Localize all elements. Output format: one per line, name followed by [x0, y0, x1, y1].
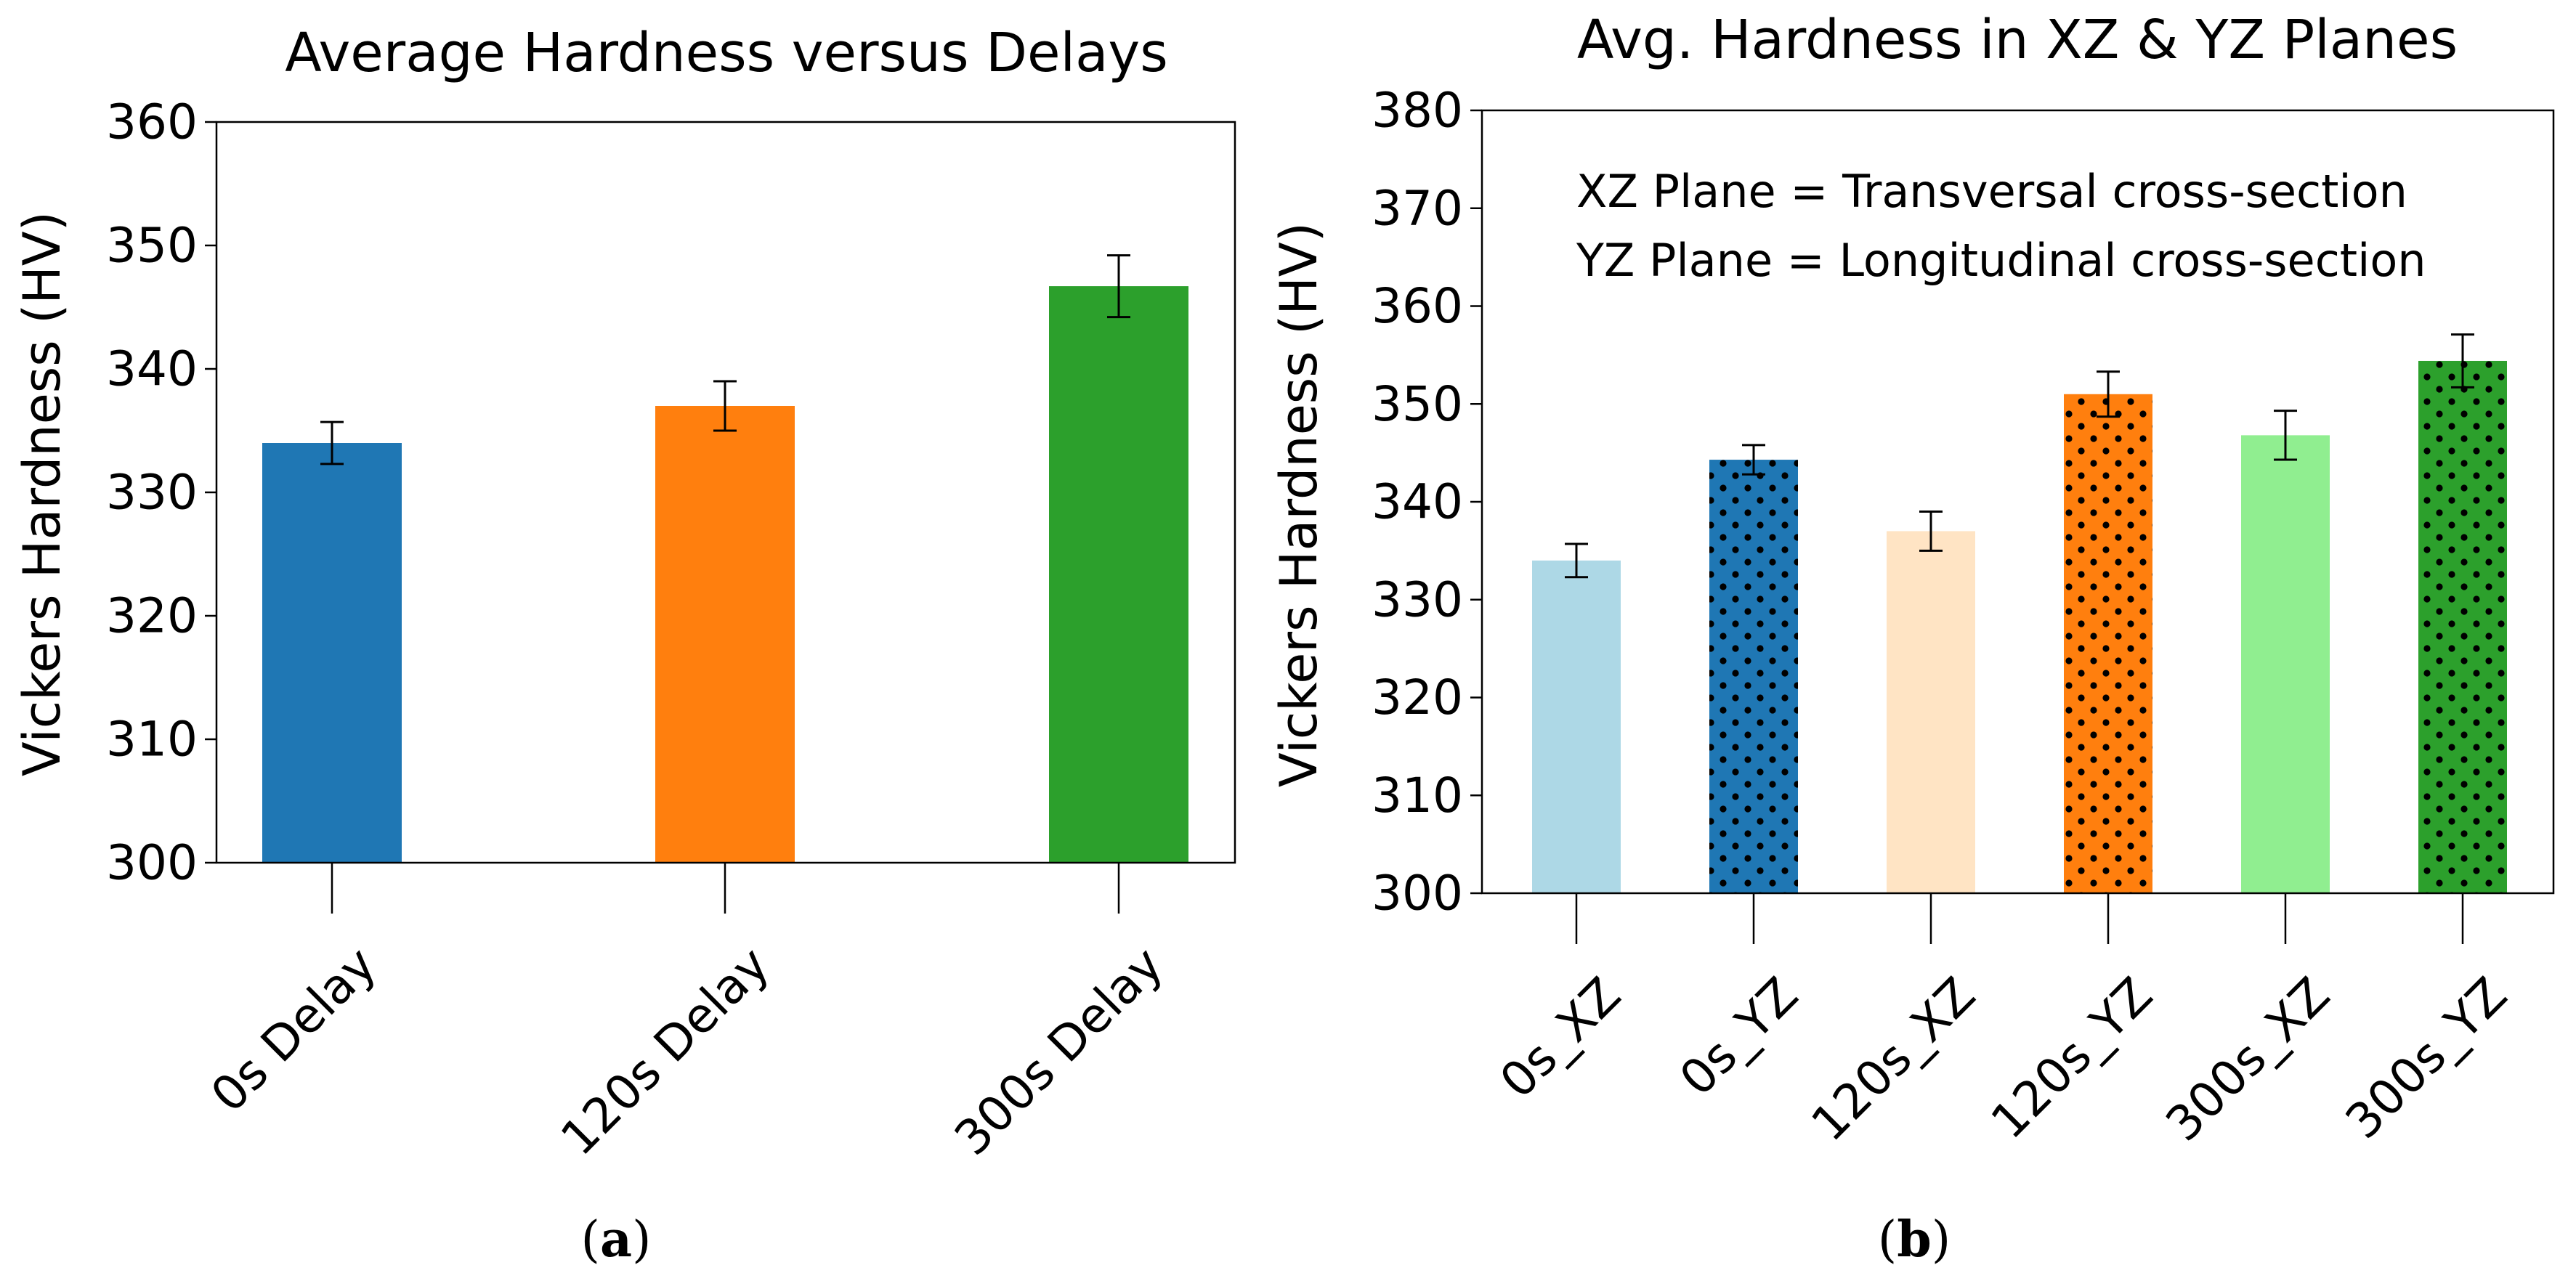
chart-a-error-bar-120s-delay	[713, 380, 737, 432]
chart-b-annotation-yz: YZ Plane = Longitudinal cross-section	[1576, 234, 2426, 287]
chart-a-error-bar-0s-delay	[320, 420, 344, 465]
chart-b-bar-hatch-300s_yz	[2418, 360, 2507, 894]
chart-a-bar-0s-delay	[262, 443, 402, 863]
chart-b-bar-120s_xz	[1887, 531, 1975, 893]
chart-b-y-tick-label: 320	[1372, 670, 1463, 725]
chart-b-y-tick-label: 340	[1372, 474, 1463, 530]
chart-b-error-bars	[1565, 333, 2474, 579]
chart-b: Avg. Hardness in XZ & YZ Planes Vickers …	[1269, 9, 2555, 1269]
chart-b-bar-300s_xz	[2241, 435, 2330, 893]
chart-a-y-tick-label: 320	[106, 588, 198, 644]
chart-b-x-tick-label: 300s_XZ	[2155, 967, 2341, 1152]
chart-b-y-tick-label: 380	[1372, 83, 1463, 139]
chart-a-y-tick-label: 340	[106, 341, 198, 397]
chart-a-y-tick-label: 360	[106, 94, 198, 150]
chart-a-title: Average Hardness versus Delays	[285, 22, 1168, 84]
chart-b-y-tick-label: 330	[1372, 572, 1463, 627]
chart-a-error-bar-300s-delay	[1107, 254, 1130, 319]
chart-a-bars	[262, 286, 1188, 863]
chart-b-bar-0s_xz	[1532, 560, 1621, 893]
chart-a-x-tick-label: 300s Delay	[944, 936, 1174, 1166]
chart-b-y-tick-label: 310	[1372, 768, 1463, 824]
chart-b-plot-frame	[1481, 109, 2555, 895]
chart-b-x-tick-label: 300s_YZ	[2335, 967, 2518, 1150]
chart-b-y-tick-label: 300	[1372, 866, 1463, 922]
chart-a-caption: (a)	[580, 1211, 651, 1269]
chart-a-bar-300s-delay	[1049, 286, 1188, 863]
chart-b-y-tick-label: 360	[1372, 278, 1463, 334]
chart-a-y-ticks: 300 310 320 330 340 350 360	[106, 94, 216, 891]
chart-b-bar-hatch-0s_yz	[1709, 460, 1798, 893]
chart-a-y-tick-label: 310	[106, 712, 198, 768]
chart-b-x-tick-label: 0s_YZ	[1669, 967, 1809, 1106]
chart-a: Average Hardness versus Delays Vickers H…	[12, 22, 1236, 1269]
chart-b-error-bar-300s_yz	[2451, 333, 2474, 389]
chart-a-y-tick-label: 350	[106, 218, 198, 274]
chart-b-title: Avg. Hardness in XZ & YZ Planes	[1577, 9, 2458, 71]
chart-a-x-ticks: 0s Delay 120s Delay 300s Delay	[201, 863, 1174, 1166]
chart-b-bar-hatch-120s_yz	[2064, 394, 2152, 893]
chart-a-x-tick-label: 0s Delay	[201, 936, 387, 1123]
chart-a-y-tick-label: 330	[106, 465, 198, 521]
chart-b-error-bar-0s_xz	[1565, 542, 1588, 579]
chart-b-x-tick-label: 120s_XZ	[1801, 967, 1986, 1152]
chart-b-error-bar-300s_xz	[2274, 410, 2297, 461]
chart-b-y-axis-label: Vickers Hardness (HV)	[1269, 222, 1329, 787]
chart-a-bar-120s-delay	[655, 406, 795, 863]
chart-a-y-axis-label: Vickers Hardness (HV)	[12, 211, 72, 776]
chart-b-error-bar-120s_xz	[1919, 510, 1943, 552]
chart-b-y-tick-label: 350	[1372, 376, 1463, 432]
chart-b-caption: (b)	[1878, 1211, 1951, 1269]
chart-b-error-bar-120s_yz	[2097, 370, 2120, 418]
chart-b-bars	[1532, 360, 2507, 894]
chart-b-y-ticks: 300 310 320 330 340 350 360 370 380	[1372, 83, 1482, 922]
chart-b-x-tick-label: 120s_YZ	[1980, 967, 2163, 1150]
chart-a-caption-label: a	[600, 1211, 632, 1269]
chart-b-y-tick-label: 370	[1372, 180, 1463, 236]
chart-a-y-tick-label: 300	[106, 835, 198, 891]
chart-b-error-bar-0s_yz	[1742, 444, 1765, 476]
chart-b-x-tick-label: 0s_XZ	[1489, 967, 1632, 1109]
chart-a-x-tick-label: 120s Delay	[550, 936, 780, 1166]
chart-b-annotation-xz: XZ Plane = Transversal cross-section	[1576, 165, 2407, 218]
chart-a-error-bars	[320, 254, 1130, 465]
chart-b-caption-label: b	[1897, 1211, 1932, 1269]
